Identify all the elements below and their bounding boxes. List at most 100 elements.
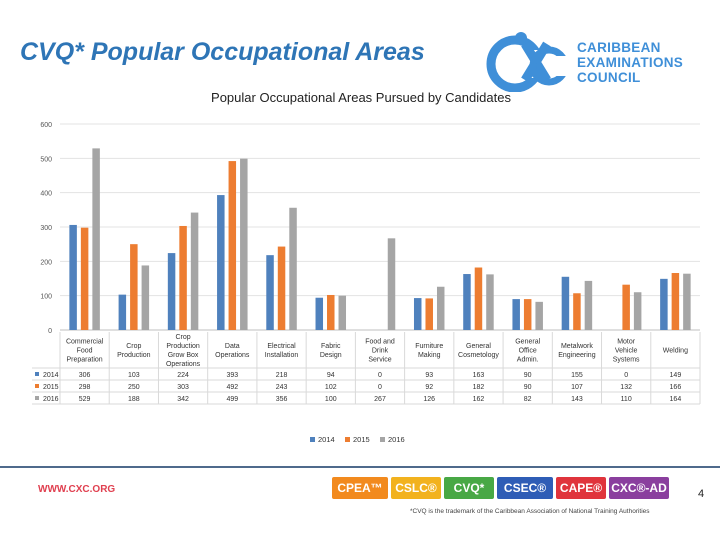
table-cell-value: 529 <box>79 396 91 403</box>
y-tick-label: 400 <box>40 191 52 198</box>
bar-2016-8 <box>486 274 494 330</box>
badge-1: CSLC® <box>391 477 441 499</box>
table-legend-key-2016 <box>35 396 39 400</box>
bar-2016-2 <box>190 212 199 330</box>
bar-2014-10 <box>561 276 570 330</box>
table-cell-value: 103 <box>128 372 140 379</box>
bar-2016-0 <box>92 148 100 330</box>
category-label-7: Furniture Making <box>415 343 443 359</box>
table-cell-value: 0 <box>624 372 628 379</box>
bar-2015-9 <box>523 299 532 330</box>
cxc-logo: CARIBBEAN EXAMINATIONS COUNCIL <box>485 30 700 92</box>
category-label-10: Metalwork Engineering <box>558 343 595 359</box>
table-cell-value: 0 <box>378 372 382 379</box>
bar-2016-3 <box>240 158 248 330</box>
table-cell-value: 342 <box>177 396 189 403</box>
bar-2015-8 <box>474 267 483 330</box>
logo-line-2: EXAMINATIONS <box>577 55 684 70</box>
table-cell-value: 356 <box>276 396 288 403</box>
bar-2015-4 <box>277 246 286 330</box>
table-cell-value: 107 <box>571 384 583 391</box>
table-cell-value: 499 <box>226 396 238 403</box>
bar-2015-11 <box>622 284 630 330</box>
bar-2014-2 <box>167 253 176 330</box>
bar-2016-4 <box>289 207 297 330</box>
table-cell-value: 90 <box>524 384 532 391</box>
table-cell-value: 149 <box>670 372 682 379</box>
page-number: 4 <box>698 488 705 500</box>
category-label-1: Crop Production <box>117 343 151 359</box>
footer-url[interactable]: WWW.CXC.ORG <box>38 484 116 495</box>
table-cell-value: 163 <box>473 372 485 379</box>
bar-chart: 0 100 200 300 400 500 600 2014 306 103 224 393 218 94… <box>32 122 701 444</box>
category-label-3: Data Operations <box>215 343 250 359</box>
y-tick-label: 300 <box>40 225 52 232</box>
bar-2015-2 <box>179 225 187 330</box>
bar-2014-9 <box>512 299 520 330</box>
legend-key-2014 <box>310 437 315 442</box>
table-cell-value: 492 <box>226 384 238 391</box>
bar-2014-7 <box>413 298 422 330</box>
bar-2016-9 <box>535 301 543 330</box>
bar-2014-5 <box>315 297 324 330</box>
category-label-4: Electrical Installation <box>265 343 299 359</box>
table-cell-value: 306 <box>79 372 91 379</box>
table-legend-key-2014 <box>35 372 39 376</box>
bar-2014-12 <box>660 278 668 330</box>
y-tick-label: 200 <box>40 259 52 266</box>
table-cell-value: 155 <box>571 372 583 379</box>
footer-divider <box>0 466 720 468</box>
table-cell-value: 0 <box>378 384 382 391</box>
table-series-label: 2015 <box>43 384 59 391</box>
table-cell-value: 143 <box>571 396 583 403</box>
badge-0: CPEA™ <box>332 477 388 499</box>
table-cell-value: 126 <box>423 396 435 403</box>
category-label-12: Welding <box>663 348 688 355</box>
table-cell-value: 243 <box>276 384 288 391</box>
bar-2014-4 <box>266 255 274 330</box>
category-label-8: General Cosmetology <box>458 343 499 359</box>
table-cell-value: 298 <box>79 384 91 391</box>
bar-2016-10 <box>584 280 593 330</box>
bar-2016-7 <box>436 286 445 330</box>
bar-2015-12 <box>671 273 680 330</box>
category-label-2: Crop Production Grow Box Operations <box>166 334 201 368</box>
bar-2015-0 <box>80 227 89 330</box>
logo-line-1: CARIBBEAN <box>577 40 661 55</box>
category-label-5: Fabric Design <box>320 343 342 359</box>
table-cell-value: 182 <box>473 384 485 391</box>
bar-2015-10 <box>573 293 581 330</box>
badge-3: CSEC® <box>497 477 553 499</box>
y-tick-label: 500 <box>40 156 52 163</box>
table-cell-value: 132 <box>620 384 632 391</box>
table-cell-value: 93 <box>425 372 433 379</box>
table-cell-value: 82 <box>524 396 532 403</box>
bar-2016-11 <box>633 292 642 330</box>
legend-key-2016 <box>380 437 385 442</box>
table-legend-key-2015 <box>35 384 39 388</box>
table-cell-value: 166 <box>670 384 682 391</box>
bar-2015-5 <box>327 294 335 330</box>
table-series-label: 2014 <box>43 372 59 379</box>
legend-label-2015: 2015 <box>353 435 370 444</box>
footer-note: *CVQ is the trademark of the Caribbean A… <box>410 508 650 515</box>
table-cell-value: 250 <box>128 384 140 391</box>
bar-2016-6 <box>387 238 396 330</box>
bar-2014-1 <box>118 294 127 330</box>
table-cell-value: 303 <box>177 384 189 391</box>
legend-label-2016: 2016 <box>388 435 405 444</box>
y-tick-label: 0 <box>48 328 52 335</box>
y-tick-label: 600 <box>40 122 52 129</box>
table-series-label: 2016 <box>43 396 59 403</box>
chart-title: Popular Occupational Areas Pursued by Ca… <box>211 90 511 105</box>
logo-text: CARIBBEAN EXAMINATIONS COUNCIL <box>577 40 683 85</box>
table-cell-value: 90 <box>524 372 532 379</box>
table-cell-value: 102 <box>325 384 337 391</box>
bar-2014-8 <box>463 274 471 330</box>
category-label-0: Commercial Food Preparation <box>66 339 104 364</box>
badge-5: CXC®-AD <box>609 477 669 499</box>
table-cell-value: 224 <box>177 372 189 379</box>
table-cell-value: 110 <box>621 396 632 403</box>
legend-key-2015 <box>345 437 350 442</box>
table-cell-value: 218 <box>276 372 288 379</box>
